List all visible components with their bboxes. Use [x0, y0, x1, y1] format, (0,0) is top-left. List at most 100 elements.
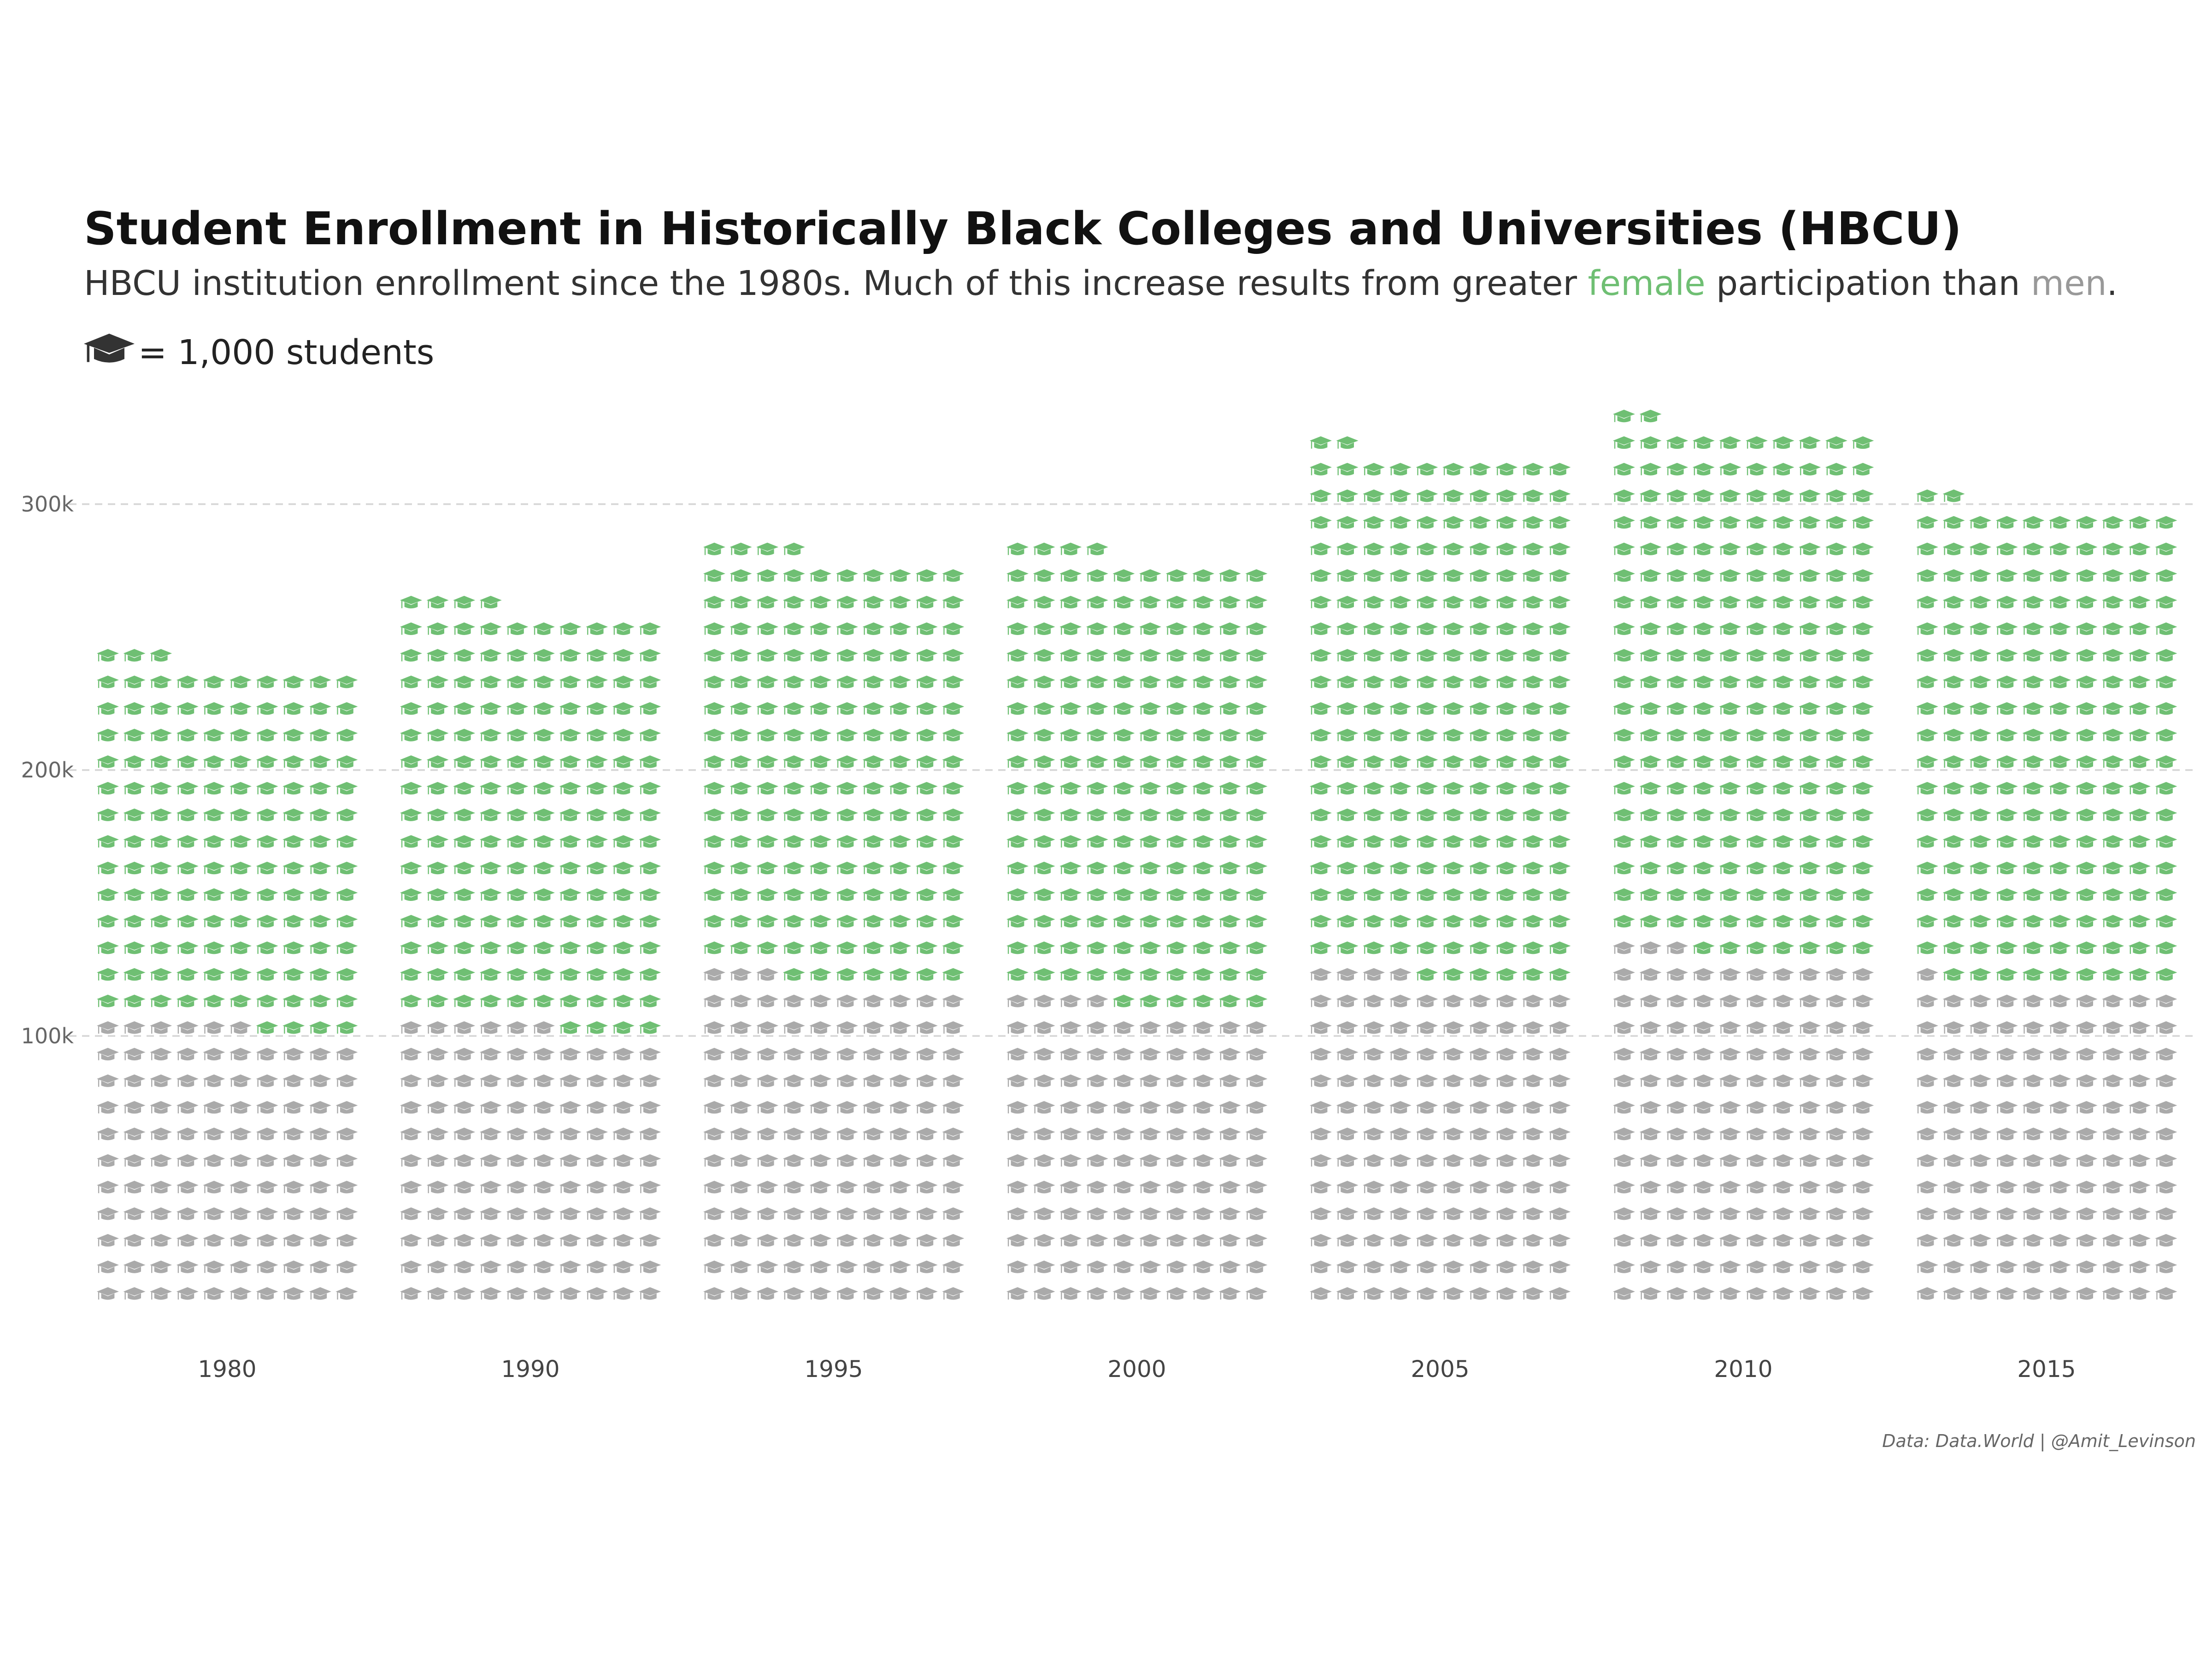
- female-icon: [533, 676, 555, 688]
- female-icon: [229, 915, 252, 928]
- female-icon: [809, 861, 832, 875]
- female-icon: [426, 915, 449, 928]
- men-icon: [836, 1074, 858, 1087]
- female-icon: [1692, 729, 1715, 741]
- men-icon: [1639, 994, 1662, 1007]
- female-icon: [1719, 542, 1741, 555]
- men-icon: [1522, 1021, 1544, 1034]
- men-icon: [1389, 1207, 1412, 1220]
- female-icon: [1336, 516, 1359, 529]
- men-icon: [1442, 1207, 1465, 1220]
- female-icon: [203, 994, 225, 1007]
- female-icon: [1086, 569, 1108, 582]
- men-icon: [479, 1154, 502, 1167]
- female-icon: [506, 782, 529, 795]
- female-icon: [809, 968, 832, 981]
- female-icon: [1969, 888, 1992, 901]
- men-icon: [1772, 1181, 1794, 1194]
- female-icon: [612, 1021, 635, 1034]
- men-icon: [1772, 1207, 1794, 1220]
- female-icon: [1522, 463, 1544, 476]
- men-icon: [1995, 1234, 2018, 1247]
- female-icon: [1548, 755, 1571, 768]
- female-icon: [1336, 888, 1359, 901]
- female-icon: [176, 676, 199, 688]
- men-icon: [1006, 1021, 1029, 1034]
- men-icon: [1852, 968, 1874, 981]
- female-icon: [1772, 755, 1794, 768]
- female-icon: [703, 782, 725, 795]
- men-icon: [1495, 1181, 1518, 1194]
- men-icon: [1666, 1074, 1688, 1087]
- men-icon: [1772, 1234, 1794, 1247]
- female-icon: [756, 915, 779, 928]
- female-icon: [229, 994, 252, 1007]
- men-icon: [533, 1047, 555, 1061]
- female-icon: [1336, 649, 1359, 662]
- men-icon: [729, 1181, 752, 1194]
- female-icon: [1389, 489, 1412, 502]
- female-icon: [1548, 595, 1571, 609]
- female-icon: [1942, 622, 1965, 635]
- men-icon: [782, 1074, 805, 1087]
- female-icon: [1192, 595, 1215, 609]
- men-icon: [2075, 1154, 2098, 1167]
- female-icon: [1825, 755, 1847, 768]
- female-icon: [150, 835, 172, 848]
- female-icon: [1548, 835, 1571, 848]
- female-icon: [176, 755, 199, 768]
- female-icon: [282, 968, 305, 981]
- female-icon: [2128, 808, 2151, 821]
- female-icon: [1495, 729, 1518, 741]
- female-icon: [282, 702, 305, 715]
- female-icon: [1336, 489, 1359, 502]
- female-icon: [756, 649, 779, 662]
- men-icon: [756, 1074, 779, 1087]
- men-icon: [506, 1287, 529, 1300]
- female-icon: [1639, 436, 1662, 449]
- men-icon: [1336, 1207, 1359, 1220]
- men-icon: [612, 1181, 635, 1194]
- female-icon: [1942, 861, 1965, 875]
- female-icon: [1416, 835, 1438, 848]
- men-icon: [809, 1207, 832, 1220]
- female-icon: [2102, 569, 2124, 582]
- men-icon: [1639, 1207, 1662, 1220]
- female-icon: [729, 941, 752, 954]
- men-icon: [1245, 1207, 1268, 1220]
- men-icon: [533, 1234, 555, 1247]
- female-icon: [1192, 941, 1215, 954]
- men-icon: [1995, 1287, 2018, 1300]
- men-icon: [703, 968, 725, 981]
- female-icon: [1059, 542, 1082, 555]
- female-icon: [862, 782, 885, 795]
- men-icon: [1165, 1127, 1188, 1141]
- female-icon: [782, 915, 805, 928]
- men-icon: [229, 1260, 252, 1273]
- men-icon: [1666, 1021, 1688, 1034]
- female-icon: [1165, 755, 1188, 768]
- men-icon: [1916, 994, 1938, 1007]
- female-icon: [1165, 808, 1188, 821]
- men-icon: [2022, 1287, 2045, 1300]
- female-icon: [1442, 463, 1465, 476]
- men-icon: [1799, 1181, 1821, 1194]
- men-icon: [309, 1154, 331, 1167]
- men-icon: [426, 1154, 449, 1167]
- men-icon: [1495, 1074, 1518, 1087]
- female-icon: [1389, 622, 1412, 635]
- men-icon: [1033, 994, 1055, 1007]
- men-icon: [1033, 1234, 1055, 1247]
- female-icon: [1059, 808, 1082, 821]
- female-icon: [1165, 729, 1188, 741]
- female-icon: [1825, 569, 1847, 582]
- female-icon: [1916, 941, 1938, 954]
- men-icon: [453, 1207, 476, 1220]
- female-icon: [533, 702, 555, 715]
- men-icon: [479, 1287, 502, 1300]
- men-icon: [1666, 1047, 1688, 1061]
- female-icon: [1218, 595, 1241, 609]
- female-icon: [1719, 649, 1741, 662]
- female-icon: [639, 808, 661, 821]
- female-icon: [453, 915, 476, 928]
